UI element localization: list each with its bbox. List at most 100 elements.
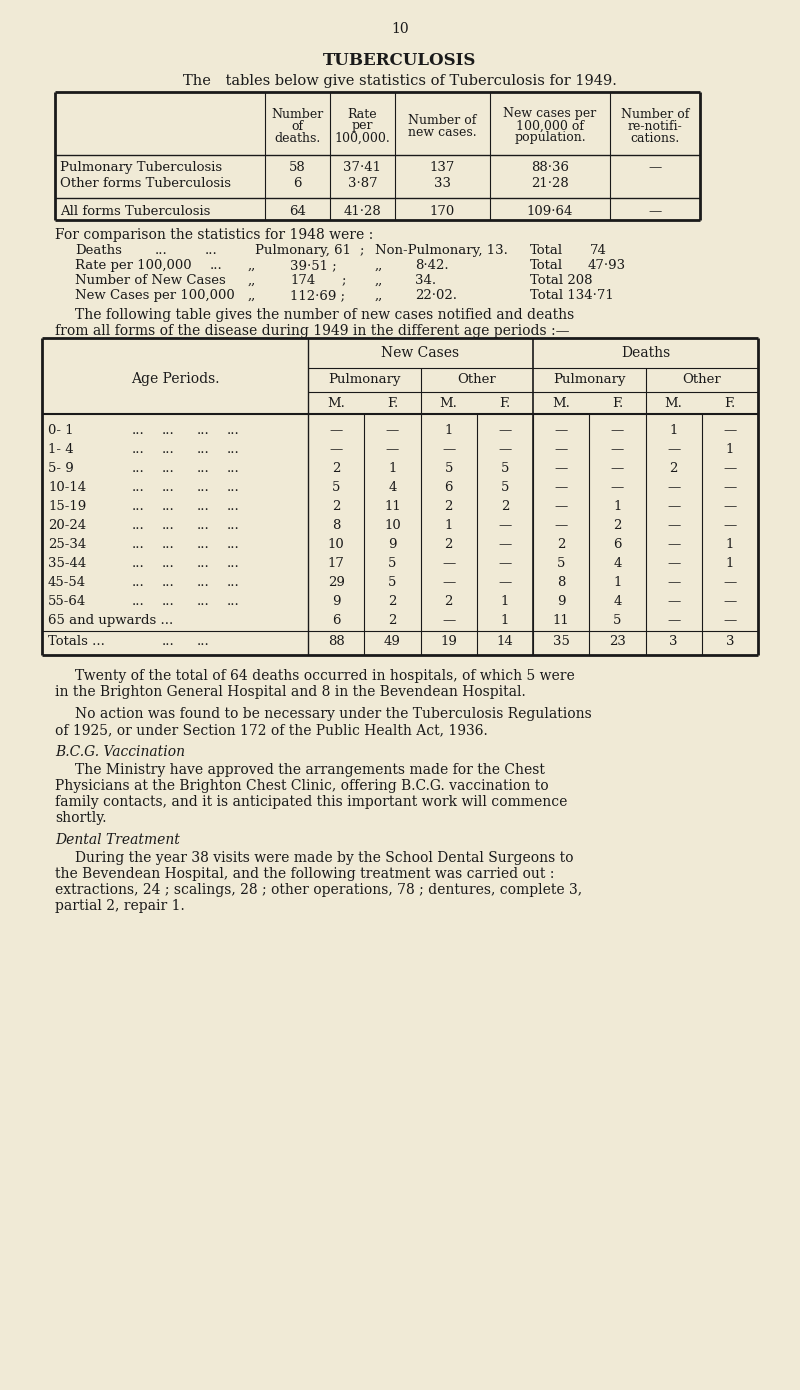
Text: ...: ... <box>197 481 210 493</box>
Text: Physicians at the Brighton Chest Clinic, offering B.C.G. vaccination to: Physicians at the Brighton Chest Clinic,… <box>55 778 549 794</box>
Text: 8: 8 <box>332 518 340 532</box>
Text: 1: 1 <box>445 518 453 532</box>
Text: ...: ... <box>162 443 174 456</box>
Text: ...: ... <box>162 461 174 475</box>
Text: Total 134·71: Total 134·71 <box>530 289 614 302</box>
Text: M.: M. <box>552 398 570 410</box>
Text: The Ministry have approved the arrangements made for the Chest: The Ministry have approved the arrangeme… <box>75 763 545 777</box>
Text: ...: ... <box>227 575 240 589</box>
Text: —: — <box>554 518 568 532</box>
Text: 6: 6 <box>444 481 453 493</box>
Text: 14: 14 <box>497 635 514 648</box>
Text: M.: M. <box>665 398 682 410</box>
Text: —: — <box>498 424 511 436</box>
Text: —: — <box>386 424 399 436</box>
Text: ...: ... <box>227 424 240 436</box>
Text: ...: ... <box>205 245 218 257</box>
Text: Other: Other <box>458 373 496 386</box>
Text: —: — <box>723 500 737 513</box>
Text: 47·93: 47·93 <box>588 259 626 272</box>
Text: ...: ... <box>197 424 210 436</box>
Text: New cases per: New cases per <box>503 107 597 121</box>
Text: ,,: ,, <box>375 259 383 272</box>
Text: Rate per 100,000: Rate per 100,000 <box>75 259 192 272</box>
Text: 5: 5 <box>445 461 453 475</box>
Text: —: — <box>648 161 662 174</box>
Text: 21·28: 21·28 <box>531 177 569 190</box>
Text: 3: 3 <box>670 635 678 648</box>
Text: ,,: ,, <box>248 259 256 272</box>
Text: —: — <box>667 538 680 550</box>
Text: ...: ... <box>227 481 240 493</box>
Text: Rate: Rate <box>348 107 378 121</box>
Text: in the Brighton General Hospital and 8 in the Bevendean Hospital.: in the Brighton General Hospital and 8 i… <box>55 685 526 699</box>
Text: 5- 9: 5- 9 <box>48 461 74 475</box>
Text: ...: ... <box>162 557 174 570</box>
Text: 25-34: 25-34 <box>48 538 86 550</box>
Text: F.: F. <box>724 398 735 410</box>
Text: Number: Number <box>271 107 324 121</box>
Text: ...: ... <box>197 538 210 550</box>
Text: —: — <box>498 443 511 456</box>
Text: Twenty of the total of 64 deaths occurred in hospitals, of which 5 were: Twenty of the total of 64 deaths occurre… <box>75 669 574 682</box>
Text: 1: 1 <box>388 461 397 475</box>
Text: of 1925, or under Section 172 of the Public Health Act, 1936.: of 1925, or under Section 172 of the Pub… <box>55 723 488 737</box>
Text: Non-Pulmonary, 13.: Non-Pulmonary, 13. <box>375 245 508 257</box>
Text: ...: ... <box>227 518 240 532</box>
Text: ,,: ,, <box>375 289 383 302</box>
Text: of: of <box>291 120 303 132</box>
Text: 11: 11 <box>553 614 570 627</box>
Text: 2: 2 <box>388 595 397 607</box>
Text: ...: ... <box>197 461 210 475</box>
Text: ...: ... <box>132 557 145 570</box>
Text: —: — <box>723 424 737 436</box>
Text: Number of: Number of <box>408 114 477 126</box>
Text: During the year 38 visits were made by the School Dental Surgeons to: During the year 38 visits were made by t… <box>75 851 574 865</box>
Text: —: — <box>723 575 737 589</box>
Text: 1: 1 <box>726 443 734 456</box>
Text: 6: 6 <box>294 177 302 190</box>
Text: Other: Other <box>682 373 721 386</box>
Text: Pulmonary, 61: Pulmonary, 61 <box>255 245 351 257</box>
Text: The tables below give statistics of Tuberculosis for 1949.: The tables below give statistics of Tube… <box>183 74 617 88</box>
Text: 4: 4 <box>613 557 622 570</box>
Text: ...: ... <box>132 518 145 532</box>
Text: 35: 35 <box>553 635 570 648</box>
Text: 10-14: 10-14 <box>48 481 86 493</box>
Text: 74: 74 <box>590 245 607 257</box>
Text: ...: ... <box>197 500 210 513</box>
Text: 2: 2 <box>445 538 453 550</box>
Text: Age Periods.: Age Periods. <box>130 373 219 386</box>
Text: —: — <box>554 461 568 475</box>
Text: —: — <box>330 443 342 456</box>
Text: new cases.: new cases. <box>408 125 477 139</box>
Text: 88·36: 88·36 <box>531 161 569 174</box>
Text: —: — <box>667 500 680 513</box>
Text: —: — <box>648 204 662 218</box>
Text: —: — <box>442 443 455 456</box>
Text: 15-19: 15-19 <box>48 500 86 513</box>
Text: ...: ... <box>162 424 174 436</box>
Text: Total 208: Total 208 <box>530 274 593 286</box>
Text: 35-44: 35-44 <box>48 557 86 570</box>
Text: —: — <box>442 557 455 570</box>
Text: shortly.: shortly. <box>55 810 106 826</box>
Text: extractions, 24 ; scalings, 28 ; other operations, 78 ; dentures, complete 3,: extractions, 24 ; scalings, 28 ; other o… <box>55 883 582 897</box>
Text: —: — <box>610 443 624 456</box>
Text: 1: 1 <box>726 538 734 550</box>
Text: 8·42.: 8·42. <box>415 259 449 272</box>
Text: ...: ... <box>197 443 210 456</box>
Text: ...: ... <box>132 575 145 589</box>
Text: ...: ... <box>132 595 145 607</box>
Text: ;: ; <box>342 274 346 286</box>
Text: —: — <box>723 614 737 627</box>
Text: F.: F. <box>499 398 510 410</box>
Text: 33: 33 <box>434 177 451 190</box>
Text: Deaths: Deaths <box>621 346 670 360</box>
Text: —: — <box>498 538 511 550</box>
Text: ;: ; <box>360 245 365 257</box>
Text: 4: 4 <box>388 481 397 493</box>
Text: 23: 23 <box>609 635 626 648</box>
Text: 19: 19 <box>440 635 457 648</box>
Text: Total: Total <box>530 245 563 257</box>
